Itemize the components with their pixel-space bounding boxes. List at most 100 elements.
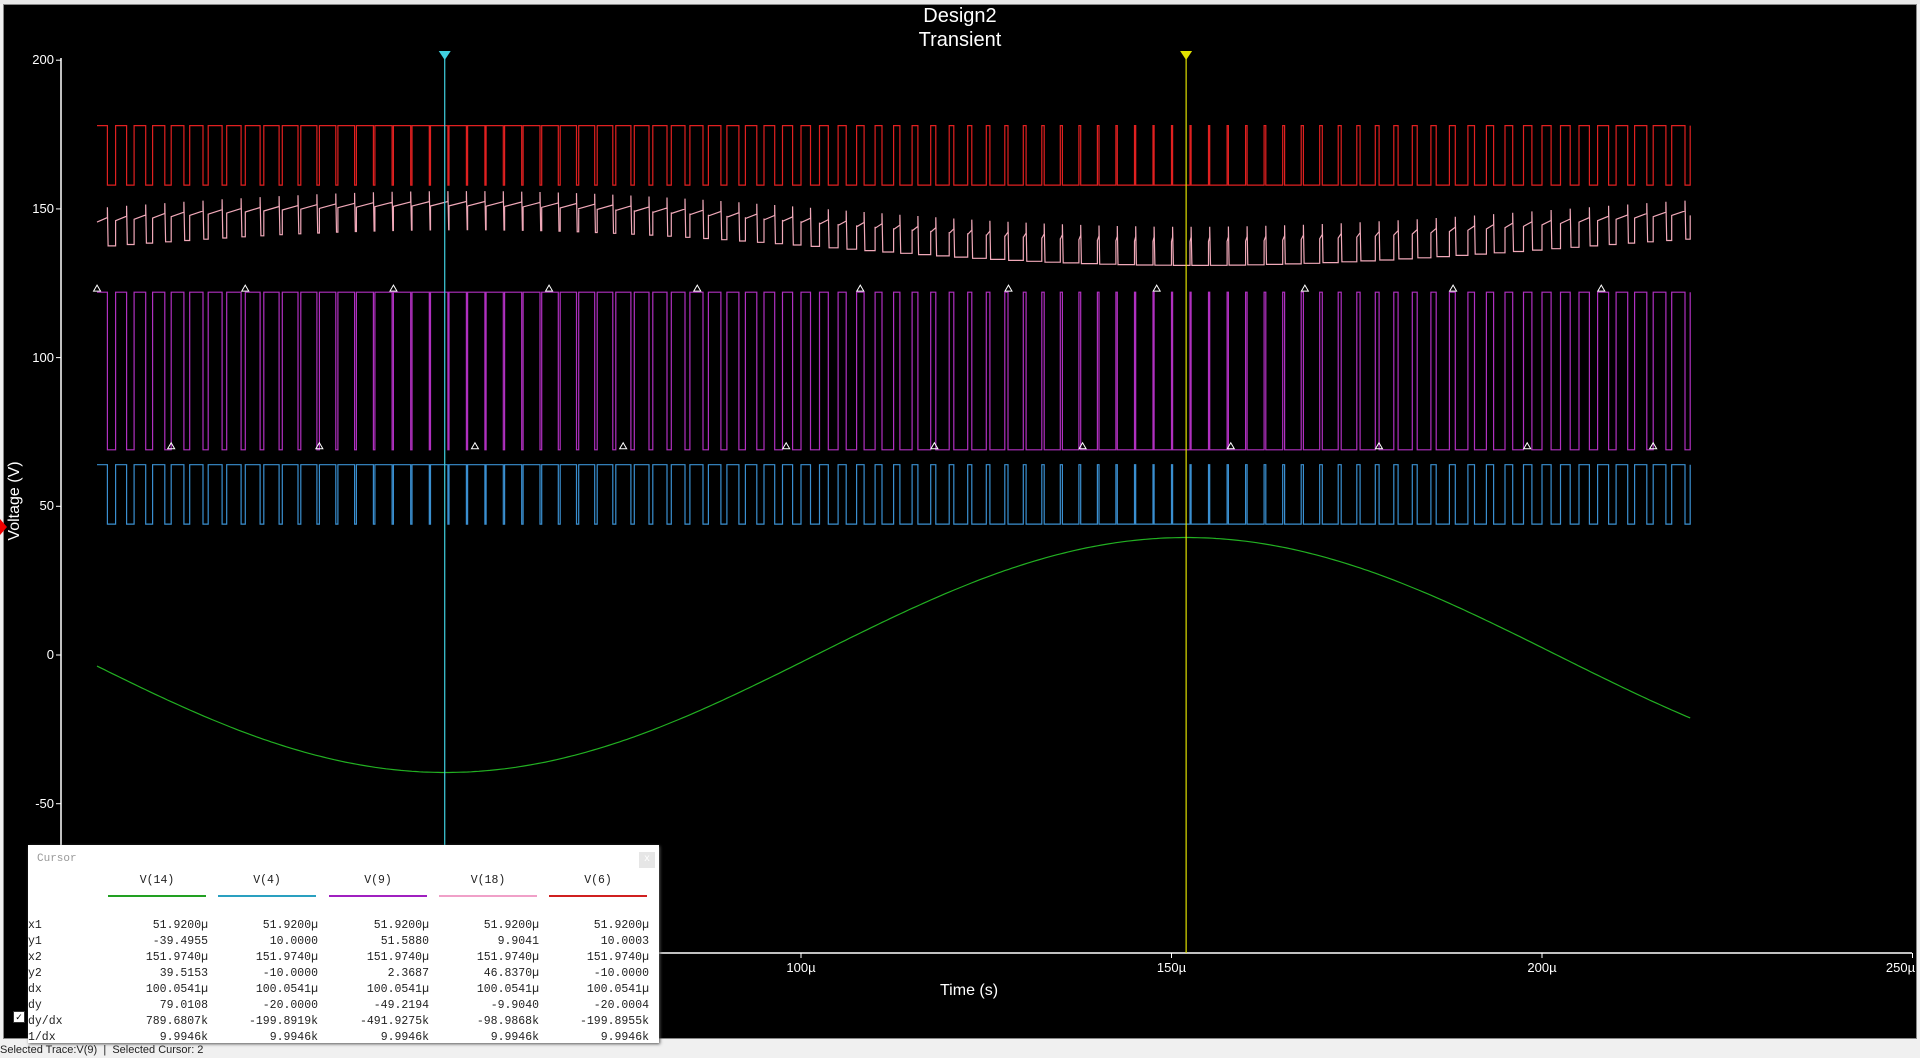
selected-cursor-status: Selected Cursor: 2 (112, 1044, 204, 1056)
cell-value: -20.0004 (593, 999, 649, 1012)
cell-value: 151.9740µ (366, 951, 429, 964)
column-header: V(4) (253, 874, 281, 887)
cell-value: 100.0541µ (476, 983, 539, 996)
data-point-marker-icon (389, 284, 398, 292)
status-separator: | (103, 1044, 107, 1056)
cursor-panel[interactable]: Cursor x V(14) V(4) V(9) V(18) V(6) x1 51.920… (28, 845, 659, 1044)
cursor-row: 1/dx 9.9946k 9.9946k 9.9946k 9.9946k 9.9946k (28, 1031, 659, 1047)
cell-value: 10.0000 (269, 935, 318, 948)
cell-value: -49.2194 (373, 999, 429, 1012)
data-point-marker-icon (1226, 441, 1236, 450)
row-label: dy/dx (28, 1015, 63, 1028)
cursor-1-handle-icon[interactable] (438, 51, 451, 60)
cursor-row: dy/dx 789.6807k -199.8919k -491.9275k -98.98… (28, 1015, 659, 1031)
show-cursor-checkbox[interactable]: ✓ (13, 1011, 25, 1023)
y-tick-label: 50 (39, 498, 54, 514)
data-point-marker-icon (1152, 284, 1162, 292)
cell-value: 100.0541µ (586, 983, 649, 996)
row-label: dy (28, 999, 42, 1012)
row-label: dx (28, 983, 42, 996)
cell-value: 79.0108 (159, 999, 208, 1012)
column-header: V(9) (364, 874, 392, 887)
cell-value: 151.9740µ (476, 951, 539, 964)
data-point-marker-icon (1648, 441, 1658, 450)
x-tick-label: 150µ (1156, 960, 1187, 975)
cell-value: 9.9946k (159, 1031, 208, 1044)
trace-v4 (97, 464, 1691, 525)
row-label: y2 (28, 967, 42, 980)
cell-value: 100.0541µ (255, 983, 318, 996)
cell-value: 151.9740µ (145, 951, 208, 964)
x-axis-label: Time (s) (940, 982, 999, 999)
cell-value: 100.0541µ (145, 983, 208, 996)
cell-value: 51.9200µ (262, 919, 318, 932)
y-tick-label: 100 (32, 349, 54, 365)
row-label: x1 (28, 919, 42, 932)
data-point-marker-icon (1448, 284, 1458, 292)
column-color-line (439, 895, 537, 897)
cell-value: -20.0000 (262, 999, 318, 1012)
selected-trace-status: Selected Trace:V(9) (0, 1044, 98, 1056)
data-point-marker-icon (1004, 284, 1013, 292)
column-header: V(18) (470, 874, 506, 887)
data-point-marker-icon (781, 441, 791, 450)
cursor-row: x1 51.9200µ 51.9200µ 51.9200µ 51.9200µ 51.920… (28, 919, 659, 935)
trace-v9 (97, 291, 1691, 451)
data-point-marker-icon (1078, 441, 1087, 450)
data-point-marker-icon (930, 441, 939, 450)
data-point-marker-icon (1300, 284, 1310, 292)
cell-value: 2.3687 (387, 967, 429, 980)
row-label: 1/dx (28, 1031, 56, 1044)
trace-v6 (97, 125, 1691, 186)
column-header: V(14) (139, 874, 175, 887)
trace-v18 (96, 191, 1691, 266)
row-label: y1 (28, 935, 42, 948)
cell-value: 46.8370µ (483, 967, 539, 980)
status-bar: Selected Trace:V(9) | Selected Cursor: 2 (0, 1042, 1920, 1058)
y-axis-label: Voltage (V) (6, 461, 23, 541)
cell-value: -39.4955 (152, 935, 208, 948)
data-point-marker-icon (166, 441, 176, 450)
column-header: V(6) (584, 874, 612, 887)
y-tick-label: 200 (32, 52, 54, 68)
x-tick-label: 100µ (786, 960, 816, 975)
cursor-row: dx 100.0541µ 100.0541µ 100.0541µ 100.0541µ 10… (28, 983, 659, 999)
data-point-marker-icon (240, 284, 250, 292)
close-icon[interactable]: x (639, 852, 655, 868)
cell-value: -199.8919k (248, 1015, 318, 1028)
top-ruler (0, 0, 1920, 4)
data-point-marker-icon (855, 284, 865, 292)
cell-value: 51.9200µ (483, 919, 539, 932)
cell-value: 9.9946k (380, 1031, 429, 1044)
cursor-row: x2 151.9740µ 151.9740µ 151.9740µ 151.9740µ 15… (28, 951, 659, 967)
x-tick-label: 200µ (1527, 960, 1557, 975)
x-tick-label: 250µ (1885, 960, 1916, 975)
cell-value: -10.0000 (262, 967, 318, 980)
cell-value: 51.5880 (380, 935, 429, 948)
chart-title: Design2 (923, 5, 997, 27)
cell-value: 100.0541µ (366, 983, 429, 996)
cell-value: 151.9740µ (255, 951, 318, 964)
data-point-marker-icon (1522, 441, 1532, 450)
cell-value: 10.0003 (600, 935, 649, 948)
cell-value: -98.9868k (476, 1015, 539, 1028)
data-point-marker-icon (618, 441, 628, 450)
column-color-line (108, 895, 206, 897)
data-point-marker-icon (1374, 441, 1384, 450)
cell-value: 151.9740µ (586, 951, 649, 964)
selected-trace-marker-icon (0, 519, 7, 535)
y-tick-label: 150 (32, 200, 54, 216)
cell-value: 9.9946k (600, 1031, 649, 1044)
cell-value: 9.9946k (490, 1031, 539, 1044)
cell-value: 51.9200µ (593, 919, 649, 932)
data-point-marker-icon (692, 284, 702, 292)
y-tick-label: 0 (46, 647, 54, 662)
column-color-line (218, 895, 316, 897)
cursor-panel-title: Cursor (37, 853, 77, 865)
data-point-marker-icon (314, 441, 324, 450)
cell-value: 9.9041 (497, 935, 539, 948)
cursor-2-handle-icon[interactable] (1180, 51, 1193, 60)
y-tick-label: -50 (35, 795, 54, 811)
cell-value: -9.9040 (490, 999, 539, 1012)
